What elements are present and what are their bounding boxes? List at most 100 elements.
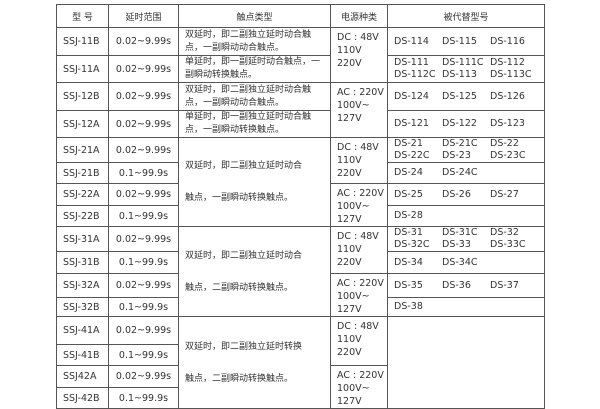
- power-line: 110V: [337, 334, 362, 345]
- replaced-model: DS-22C: [394, 150, 430, 161]
- contact-cell: 双延时，即二副独立延时动合触点，一副瞬动动合触点。: [178, 82, 331, 111]
- replaced-cell-empty: [387, 316, 545, 409]
- replaced-model: DS-36: [442, 279, 471, 291]
- replaced-cell: DS-28: [387, 205, 545, 227]
- replaced-model: DS-115: [442, 35, 477, 47]
- power-cell: DC : 48V 110V 220V: [330, 27, 388, 83]
- range-cell: 0.1~99.9s: [108, 344, 179, 366]
- power-cell: AC : 220V 100V~ 127V: [330, 273, 388, 317]
- column-header: 型 号: [56, 4, 109, 28]
- replaced-model: DS-114: [394, 35, 429, 47]
- replaced-cell: DS-34 DS-34C: [387, 251, 545, 274]
- power-line: AC : 220V: [337, 188, 384, 199]
- replaced-model: DS-111C: [442, 57, 484, 68]
- replaced-model: DS-38: [394, 301, 423, 313]
- power-cell: DC : 48V 110V 220V: [330, 137, 388, 184]
- replaced-model: DS-113C: [490, 69, 532, 80]
- power-cell: DC : 48V 110V 220V: [330, 316, 388, 366]
- contact-line: 双延时，即二副独立延时动合: [185, 250, 303, 261]
- power-cell: AC : 220V 100V~ 127V: [330, 82, 388, 138]
- power-line: 127V: [337, 304, 362, 315]
- power-line: 110V: [337, 244, 362, 255]
- replaced-model: DS-122: [442, 118, 477, 129]
- power-line: 110V: [337, 45, 362, 56]
- table-row: SSJ-22A 0.02~9.99s AC : 220V 100V~ 127V DS-25…: [56, 182, 545, 227]
- table-row: SSJ-41A 0.02~9.99s 双延时，即二副独立延时转换 触点，二副瞬动转换触…: [56, 316, 545, 409]
- contact-cell: 单延时，即一副独立延时动合触点，一副瞬动转换触点。: [178, 110, 331, 138]
- power-line: DC : 48V: [337, 321, 379, 332]
- replaced-model: DS-24: [394, 167, 423, 178]
- range-cell: 0.02~9.99s: [108, 182, 179, 207]
- model-cell: SSJ-11A: [56, 55, 109, 83]
- replaced-model: DS-31: [394, 227, 423, 239]
- replaced-model: DS-112C: [394, 69, 436, 80]
- power-line: 110V: [337, 155, 362, 166]
- contact-cell: 双延时，即二副独立延时动合 触点，二副瞬动转换触点。: [178, 226, 331, 317]
- table-row: SSJ-32A 0.02~9.99s AC : 220V 100V~ 127V DS-35…: [56, 272, 545, 317]
- model-cell: SSJ-32B: [56, 297, 109, 317]
- relay-replacement-table: 型 号延时范围 触点类型 电源种类 被代替型号 SSJ-11B 0.02~9.99s 双延时…: [56, 4, 545, 409]
- power-cell: DC : 48V 110V 220V: [330, 226, 388, 274]
- replaced-cell: DS-114 DS-115 DS-116: [387, 27, 545, 56]
- replaced-model: DS-111: [394, 57, 429, 68]
- replaced-model: DS-126: [490, 90, 525, 102]
- power-cell: AC : 220V 100V~ 127V: [330, 365, 388, 409]
- range-cell: 0.02~9.99s: [108, 110, 179, 138]
- range-cell: 0.1~99.9s: [108, 251, 179, 274]
- model-cell: SSJ-21A: [56, 137, 109, 163]
- replaced-model: DS-22: [490, 138, 519, 150]
- replaced-cell: DS-21 DS-21C DS-22 DS-22C DS-23 DS-23C: [387, 137, 545, 163]
- replaced-model: DS-124: [394, 90, 429, 102]
- replaced-cell: DS-38: [387, 297, 545, 317]
- replaced-model: DS-121: [394, 118, 429, 129]
- table-row: SSJ-32B 0.1~99.9s DS-38: [56, 297, 545, 317]
- replaced-cell: DS-24 DS-24C: [387, 162, 545, 184]
- contact-cell: 单延时，即一副延时动合触点，一副瞬动转换触点。: [178, 55, 331, 83]
- contact-cell: 双延时，即二副独立延时动合 触点，一副瞬动转换触点。: [178, 137, 331, 227]
- table-row: SSJ-31A 0.02~9.99s 双延时，即二副独立延时动合 触点，二副瞬动转换触…: [56, 226, 545, 317]
- header-row: 型 号延时范围 触点类型 电源种类 被代替型号: [56, 4, 545, 28]
- power-line: AC : 220V: [337, 278, 384, 289]
- replaced-model: DS-37: [490, 279, 519, 291]
- range-cell: 0.02~9.99s: [108, 55, 179, 83]
- table-row: SSJ-41B 0.1~99.9s: [56, 344, 545, 366]
- range-cell: 0.1~99.9s: [108, 162, 179, 184]
- replaced-cell: DS-111 DS-111C DS-112 DS-112C DS-113 DS-113C: [387, 55, 545, 83]
- power-line: 127V: [337, 396, 362, 407]
- model-cell: SSJ-22A: [56, 182, 109, 207]
- replaced-model: DS-33C: [490, 239, 526, 250]
- range-cell: 0.02~9.99s: [108, 82, 179, 111]
- table-row: SSJ42A 0.02~9.99s AC : 220V 100V~ 127V: [56, 364, 545, 409]
- replaced-model: DS-35: [394, 279, 423, 291]
- replaced-model: DS-25: [394, 188, 423, 200]
- replaced-model: DS-34C: [442, 256, 478, 268]
- column-header: 触点类型: [178, 4, 331, 28]
- table-row: SSJ-12B 0.02~9.99s 双延时，即二副独立延时动合触点，一副瞬动动合触…: [56, 82, 545, 138]
- power-cell: AC : 220V 100V~ 127V: [330, 183, 388, 227]
- replaced-cell: DS-25 DS-26 DS-27: [387, 182, 545, 207]
- contact-cell: 双延时，即二副独立延时动合触点，一副瞬动动合触点。: [178, 27, 331, 56]
- model-cell: SSJ-11B: [56, 27, 109, 56]
- contact-line: 触点，一副瞬动转换触点。: [185, 193, 294, 203]
- replaced-cell: DS-35 DS-36 DS-37: [387, 272, 545, 299]
- model-cell: SSJ-21B: [56, 162, 109, 184]
- replaced-model: DS-21C: [442, 138, 478, 150]
- model-cell: SSJ-12A: [56, 110, 109, 138]
- range-cell: 0.1~99.9s: [108, 297, 179, 317]
- power-line: DC : 48V: [337, 142, 379, 153]
- range-cell: 0.02~9.99s: [108, 27, 179, 56]
- contact-line: 触点，二副瞬动转换触点。: [185, 282, 294, 293]
- power-line: 220V: [337, 347, 362, 358]
- replaced-cell: DS-121 DS-122 DS-123: [387, 110, 545, 138]
- range-cell: 0.1~99.9s: [108, 205, 179, 227]
- replaced-model: DS-21: [394, 138, 423, 150]
- replaced-model: DS-116: [490, 35, 525, 47]
- model-cell: SSJ-31A: [56, 226, 109, 252]
- model-cell: SSJ-41A: [56, 316, 109, 345]
- table-row: SSJ-21A 0.02~9.99s 双延时，即二副独立延时动合 触点，一副瞬动转换触…: [56, 137, 545, 227]
- model-cell: SSJ-32A: [56, 272, 109, 299]
- column-header: 被代替型号: [387, 4, 545, 28]
- power-line: 127V: [337, 214, 362, 225]
- model-cell: SSJ-41B: [56, 344, 109, 366]
- replaced-model: DS-32: [490, 227, 519, 239]
